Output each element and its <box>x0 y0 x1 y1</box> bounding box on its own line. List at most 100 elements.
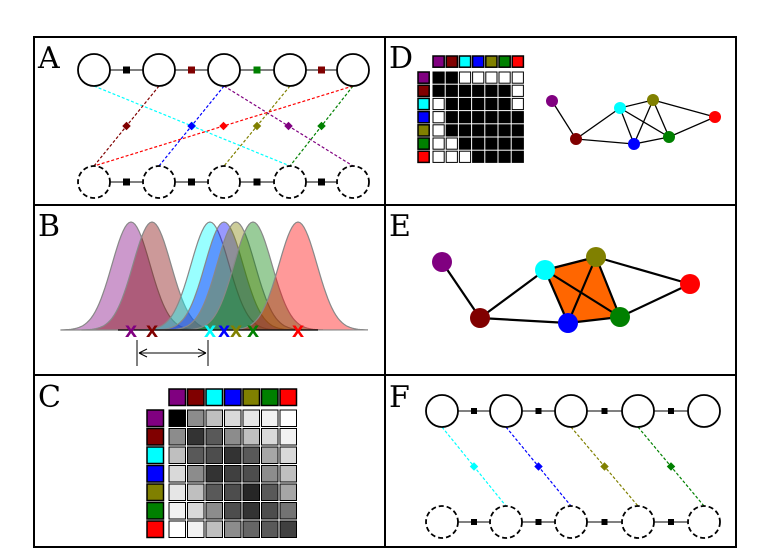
matrix-cell <box>242 483 260 501</box>
graph-edge <box>633 99 654 145</box>
node-circle <box>77 53 111 87</box>
adjacency-cell <box>485 71 498 84</box>
adjacency-cell <box>485 84 498 97</box>
color-swatch <box>511 55 525 68</box>
edge-marker <box>252 121 262 131</box>
adjacency-cell <box>498 71 511 84</box>
mean-cross: X <box>247 322 260 341</box>
adjacency-cell <box>432 137 445 150</box>
graph-node <box>709 111 721 123</box>
color-swatch <box>146 409 165 428</box>
matrix-cell <box>261 483 279 501</box>
mean-cross: X <box>204 322 217 341</box>
gaussian-curve <box>153 221 295 331</box>
link-marker <box>253 66 261 74</box>
gaussian-curve <box>227 221 369 331</box>
adjacency-cell <box>485 137 498 150</box>
mean-cross: X <box>230 322 243 341</box>
matrix-cell <box>205 409 223 427</box>
gaussian-curve <box>81 221 223 331</box>
matrix-cell <box>168 483 186 501</box>
node-circle-dashed <box>621 505 655 539</box>
link-marker <box>123 178 130 186</box>
adjacency-cell <box>511 84 524 97</box>
node-circle <box>687 394 721 428</box>
color-swatch <box>471 55 485 68</box>
adjacency-cell <box>432 71 445 84</box>
matrix-cell <box>187 502 205 520</box>
mean-cross: X <box>218 322 231 341</box>
color-swatch <box>279 388 298 407</box>
node-circle-dashed <box>77 165 111 199</box>
edge-marker <box>317 121 326 131</box>
matrix-cell <box>224 465 242 483</box>
graph-node <box>663 131 675 143</box>
matrix-cell <box>205 465 223 483</box>
adjacency-cell <box>445 97 458 111</box>
matrix-cell <box>261 409 279 427</box>
color-swatch <box>417 110 430 124</box>
adjacency-cell <box>511 97 524 111</box>
graph-node <box>680 274 700 294</box>
graph-edge <box>544 269 621 318</box>
color-swatch <box>417 150 430 164</box>
matrix-cell <box>242 428 260 446</box>
link-marker <box>535 408 542 414</box>
color-swatch <box>223 388 242 407</box>
panel-f-frame <box>384 374 737 548</box>
color-swatch <box>205 388 224 407</box>
color-swatch <box>485 55 498 68</box>
matrix-cell <box>261 502 279 520</box>
node-circle-dashed <box>142 165 176 199</box>
edge-marker <box>219 121 228 131</box>
color-swatch <box>146 501 165 520</box>
color-swatch <box>146 483 165 502</box>
link-marker <box>318 66 325 74</box>
link-marker <box>471 408 477 414</box>
adjacency-cell <box>472 137 485 150</box>
node-circle-dashed <box>554 505 588 539</box>
node-circle <box>273 53 307 87</box>
edge-marker <box>122 121 131 131</box>
graph-edge <box>566 256 598 324</box>
matrix-cell <box>205 428 223 446</box>
panel-c-matrix <box>146 388 298 539</box>
matrix-cell <box>242 465 260 483</box>
adjacency-cell <box>445 137 458 150</box>
matrix-cell <box>279 446 297 464</box>
panel-e-letter: E <box>389 209 411 244</box>
panel-d: D <box>384 36 737 206</box>
color-swatch <box>417 124 430 137</box>
link-marker <box>253 178 261 186</box>
link-marker <box>668 519 674 525</box>
edge-marker <box>600 462 609 471</box>
edge-marker <box>534 462 543 471</box>
panel-a-diagram <box>77 53 370 199</box>
matrix-cell <box>279 520 297 538</box>
graph-edge <box>441 261 481 319</box>
matrix-cell <box>168 428 186 446</box>
matrix-cell <box>224 483 242 501</box>
graph-edge <box>479 316 569 325</box>
mean-cross: X <box>292 322 305 341</box>
matrix-cell <box>224 428 242 446</box>
graph-node <box>558 313 578 333</box>
edge-marker <box>469 462 479 471</box>
panel-e-graph <box>432 247 700 333</box>
graph-edge <box>551 100 577 140</box>
adjacency-cell <box>511 111 524 124</box>
color-swatch <box>498 55 511 68</box>
node-circle <box>425 394 459 428</box>
matrix-cell <box>279 409 297 427</box>
adjacency-cell <box>485 150 498 163</box>
graph-node <box>432 252 452 272</box>
panel-a: A <box>33 36 386 206</box>
graph-edge <box>619 283 691 318</box>
node-circle-dashed <box>207 165 241 199</box>
node-circle <box>554 394 588 428</box>
adjacency-cell <box>511 137 524 150</box>
matrix-cell <box>187 409 205 427</box>
matrix-cell <box>279 428 297 446</box>
adjacency-cell <box>498 111 511 124</box>
